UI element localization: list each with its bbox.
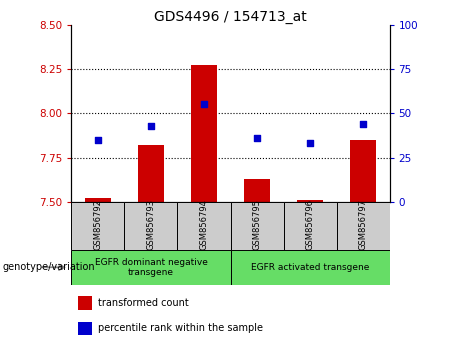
Point bbox=[148, 123, 155, 129]
Bar bbox=[177, 202, 230, 250]
Text: GSM856795: GSM856795 bbox=[253, 199, 261, 250]
Bar bbox=[85, 198, 111, 202]
Text: GSM856792: GSM856792 bbox=[94, 199, 102, 250]
Title: GDS4496 / 154713_at: GDS4496 / 154713_at bbox=[154, 10, 307, 24]
Point bbox=[254, 135, 261, 141]
Point bbox=[94, 137, 101, 143]
Point bbox=[200, 102, 207, 107]
Bar bbox=[244, 179, 270, 202]
Text: GSM856797: GSM856797 bbox=[359, 199, 367, 250]
Text: GSM856796: GSM856796 bbox=[306, 199, 314, 250]
Bar bbox=[337, 202, 390, 250]
Bar bbox=[138, 145, 164, 202]
Bar bbox=[191, 65, 217, 202]
Text: percentile rank within the sample: percentile rank within the sample bbox=[99, 323, 264, 333]
Text: transformed count: transformed count bbox=[99, 298, 189, 308]
Text: EGFR activated transgene: EGFR activated transgene bbox=[251, 263, 369, 272]
Bar bbox=[284, 202, 337, 250]
Bar bbox=[230, 202, 284, 250]
Point bbox=[359, 121, 366, 127]
Bar bbox=[78, 322, 92, 335]
Bar bbox=[297, 200, 323, 202]
Bar bbox=[71, 202, 124, 250]
Bar bbox=[350, 140, 376, 202]
Point bbox=[306, 141, 313, 146]
Text: genotype/variation: genotype/variation bbox=[2, 262, 95, 272]
Bar bbox=[71, 250, 230, 285]
Bar bbox=[124, 202, 177, 250]
Text: GSM856793: GSM856793 bbox=[147, 199, 155, 250]
Bar bbox=[78, 296, 92, 310]
Bar bbox=[230, 250, 390, 285]
Text: GSM856794: GSM856794 bbox=[200, 199, 208, 250]
Text: EGFR dominant negative
transgene: EGFR dominant negative transgene bbox=[95, 258, 207, 277]
